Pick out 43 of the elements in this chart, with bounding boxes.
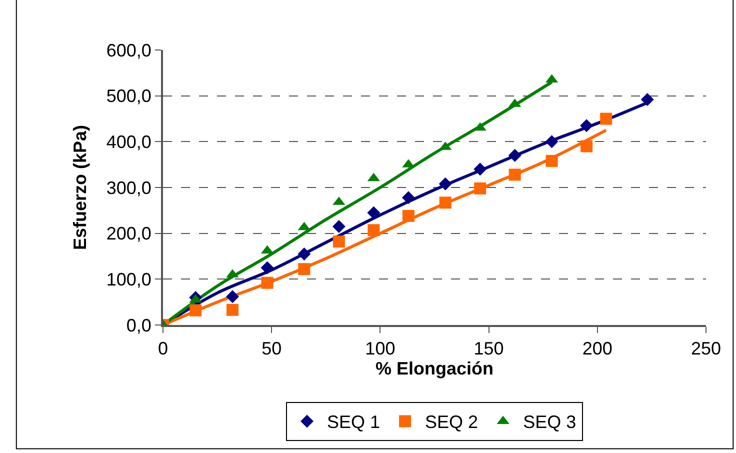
point [508, 148, 522, 162]
x-tick-label: 250 [690, 338, 722, 359]
point [261, 276, 274, 289]
legend-label: SEQ 1 [327, 412, 380, 432]
point [298, 263, 310, 276]
point [474, 182, 486, 194]
y-axis-title: Esfuerzo (kPa) [70, 124, 90, 250]
y-tick-label: 300,0 [106, 178, 152, 198]
x-tick-label: 0 [158, 338, 168, 359]
point [367, 206, 380, 220]
x-axis-title: % Elongación [375, 358, 494, 379]
point [298, 247, 311, 260]
point [402, 191, 415, 204]
point [580, 119, 594, 132]
legend-label: SEQ 2 [425, 412, 478, 432]
legend-label: SEQ 3 [523, 412, 576, 432]
x-tick-label: 100 [365, 338, 396, 359]
point [332, 236, 345, 248]
x-tick-label: 150 [474, 338, 504, 359]
y-tick-label: 600,0 [106, 40, 152, 60]
point [640, 93, 654, 106]
y-tick-label: 100,0 [106, 269, 152, 290]
x-tick-label: 50 [262, 338, 282, 359]
point [438, 177, 452, 190]
point [600, 112, 612, 125]
point [368, 224, 380, 236]
point [190, 304, 202, 316]
point [332, 220, 346, 233]
point [226, 304, 238, 316]
x-tick-label: 200 [582, 338, 612, 359]
point [508, 168, 521, 181]
point [580, 140, 593, 152]
point [402, 210, 414, 222]
y-tick-label: 0,0 [126, 315, 152, 336]
point [546, 154, 558, 167]
y-tick-label: 500,0 [106, 86, 152, 106]
point [439, 196, 452, 209]
point [545, 135, 558, 148]
y-tick-label: 200,0 [106, 224, 152, 244]
point [474, 162, 487, 176]
y-tick-label: 400,0 [106, 132, 152, 152]
point [226, 290, 239, 304]
point [260, 261, 274, 274]
